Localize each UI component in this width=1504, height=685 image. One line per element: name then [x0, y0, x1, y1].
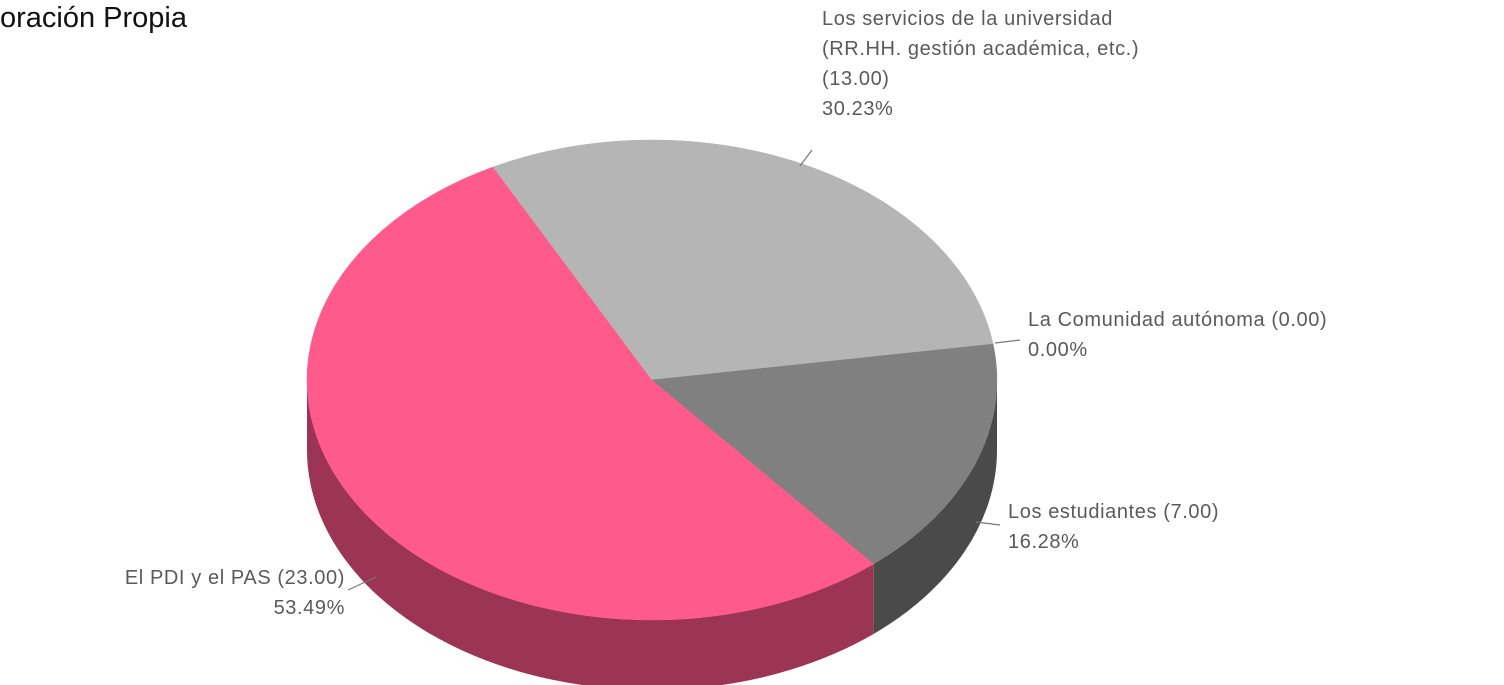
slice-side [307, 380, 874, 685]
slice-label: Los servicios de la universidad (RR.HH. … [822, 4, 1139, 124]
value-label: 16.28% [1008, 531, 1080, 553]
slice [651, 343, 998, 565]
slice-label: El PDI y el PAS (23.00) 53.49% [125, 563, 345, 623]
category-label: Los estudiantes (7.00) [1008, 501, 1220, 523]
category-label: El PDI y el PAS (23.00) [124, 567, 345, 589]
slice-label: La Comunidad autónoma (0.00) 0.00% [1028, 305, 1327, 365]
source-note: oración Propia [0, 2, 187, 34]
slice-side [873, 380, 997, 634]
leader-line [347, 576, 377, 591]
slice [306, 166, 875, 621]
leader-line [975, 521, 1001, 526]
leader-line [799, 149, 813, 167]
category-label: La Comunidad autónoma (0.00) [1028, 309, 1328, 331]
value-label: 0.00% [1028, 339, 1088, 361]
slice [492, 139, 994, 381]
value-label: 30.23% [822, 98, 894, 120]
value-label: 53.49% [273, 597, 345, 619]
slice-label: Los estudiantes (7.00) 16.28% [1008, 497, 1219, 557]
category-label: Los servicios de la universidad (RR.HH. … [822, 8, 1140, 90]
leader-line [994, 339, 1021, 344]
